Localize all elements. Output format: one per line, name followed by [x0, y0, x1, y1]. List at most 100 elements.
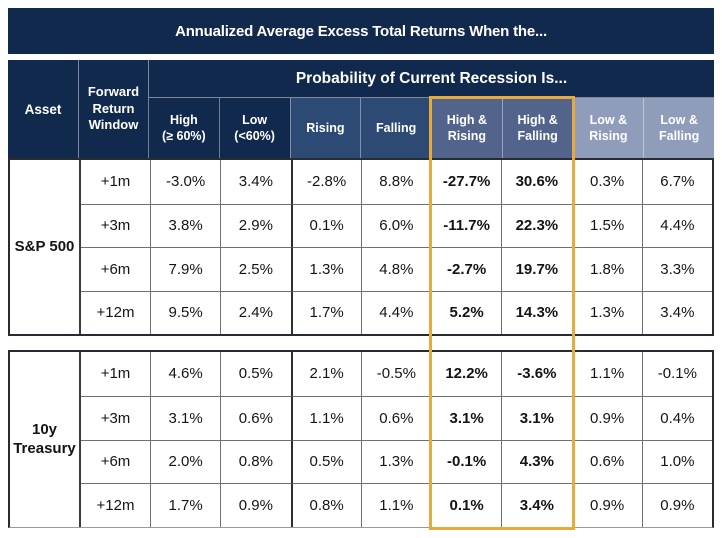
column-header-line2: Falling: [658, 129, 700, 143]
value-cell: 0.4%: [641, 395, 712, 440]
column-header-5: High & Falling: [501, 98, 573, 158]
value-cell: 1.1%: [360, 483, 431, 527]
table-block-10y-treasury: 10y Treasury +1m 4.6% 0.5% 2.1% -0.5% 12.2% -3.…: [8, 350, 714, 528]
value-cell: 3.1%: [431, 395, 502, 440]
value-cell: 1.1%: [571, 352, 642, 396]
value-cell: 0.6%: [571, 439, 642, 484]
asset-label: 10y Treasury: [10, 352, 81, 527]
value-cell: 19.7%: [501, 247, 572, 291]
column-header-line1: Rising: [306, 120, 345, 135]
row-header-window: +12m: [81, 290, 150, 335]
value-cell: 1.5%: [571, 203, 642, 247]
table-header: Asset Forward Return Window Probability …: [8, 60, 714, 158]
value-cell: 0.9%: [220, 483, 291, 527]
value-cell: 4.8%: [360, 247, 431, 291]
value-cell: 3.4%: [641, 290, 712, 334]
value-cell: 0.9%: [641, 483, 712, 527]
value-cell: -3.6%: [501, 352, 571, 396]
row-header-window: +6m: [81, 247, 150, 291]
value-cell: 1.8%: [571, 247, 642, 291]
value-cell: 3.3%: [641, 247, 712, 291]
value-cell: 2.0%: [150, 439, 221, 484]
value-cell: 1.1%: [290, 395, 361, 440]
column-header-3: Falling: [360, 98, 431, 158]
column-header-line1: High: [169, 112, 198, 127]
table-title: Annualized Average Excess Total Returns …: [8, 8, 714, 54]
value-cell: 0.1%: [290, 203, 361, 247]
value-cell: 6.7%: [641, 160, 712, 204]
value-cell: -2.8%: [290, 160, 361, 204]
column-header-line1: Low &: [589, 112, 628, 127]
value-cell: 0.5%: [220, 352, 290, 396]
value-cell: 2.1%: [290, 352, 361, 396]
row-header-window: +1m: [100, 173, 131, 191]
value-cell: -3.0%: [150, 160, 220, 204]
row-header-window: +3m: [81, 203, 150, 248]
value-cell: 0.6%: [360, 395, 431, 440]
value-cell: 1.0%: [641, 439, 712, 484]
value-cell: 4.4%: [360, 290, 431, 334]
column-header-forward-return-window: Forward Return Window: [87, 83, 140, 133]
value-cell: 2.4%: [220, 290, 291, 334]
value-cell: 7.9%: [150, 247, 221, 291]
column-header-line2: (<60%): [234, 129, 275, 143]
value-cell: 14.3%: [501, 290, 572, 334]
value-cell: 12.2%: [431, 352, 501, 396]
column-header-line2: Rising: [447, 129, 486, 143]
column-header-line1: Falling: [375, 120, 417, 135]
column-header-2: Rising: [289, 98, 361, 158]
row-header-window: +12m: [81, 483, 150, 527]
column-header-line1: High &: [517, 112, 558, 127]
row-header-window: +6m: [81, 439, 150, 484]
value-cell: 5.2%: [431, 290, 502, 334]
value-cell: 0.9%: [571, 483, 642, 527]
value-cell: -27.7%: [431, 160, 501, 204]
value-cell: 1.3%: [571, 290, 642, 334]
value-cell: 0.1%: [431, 483, 502, 527]
value-cell: 9.5%: [150, 290, 221, 334]
value-cell: 3.1%: [150, 395, 221, 440]
value-cell: 0.3%: [571, 160, 642, 204]
value-cell: 4.3%: [501, 439, 572, 484]
column-header-7: Low & Falling: [643, 98, 714, 158]
value-cell: 3.8%: [150, 203, 221, 247]
column-header-6: Low & Rising: [572, 98, 644, 158]
value-cell: 0.5%: [290, 439, 361, 484]
value-cell: 22.3%: [501, 203, 572, 247]
column-header-line1: Low &: [660, 112, 698, 127]
value-cell: 0.8%: [290, 483, 361, 527]
value-cell: 1.3%: [360, 439, 431, 484]
row-header-window: +1m: [100, 365, 131, 383]
value-cell: 3.1%: [501, 395, 572, 440]
column-header-1: Low (<60%): [218, 98, 290, 158]
value-cell: -11.7%: [431, 203, 502, 247]
value-cell: -0.1%: [641, 352, 712, 396]
value-cell: 6.0%: [360, 203, 431, 247]
value-cell: 2.5%: [220, 247, 291, 291]
asset-label: S&P 500: [10, 160, 81, 334]
value-cell: 3.4%: [501, 483, 572, 527]
value-cell: 3.4%: [220, 160, 290, 204]
table-block-sp500: S&P 500 +1m -3.0% 3.4% -2.8% 8.8% -27.7% 30.6% 0…: [8, 158, 714, 336]
row-header-window: +3m: [81, 395, 150, 440]
value-cell: 1.7%: [290, 290, 361, 334]
column-header-line2: Rising: [589, 129, 628, 143]
value-cell: -0.5%: [360, 352, 431, 396]
value-cell: 0.8%: [220, 439, 291, 484]
value-cell: 1.3%: [290, 247, 361, 291]
value-cell: 0.6%: [220, 395, 291, 440]
column-header-0: High (≥ 60%): [148, 98, 219, 158]
value-cell: 0.9%: [571, 395, 642, 440]
value-cell: -0.1%: [431, 439, 502, 484]
column-header-line2: Falling: [517, 129, 558, 143]
value-cell: 4.6%: [150, 352, 220, 396]
column-header-asset: Asset: [8, 60, 79, 158]
column-header-line1: Low: [242, 112, 268, 127]
column-header-line1: High &: [446, 112, 488, 127]
value-cell: -2.7%: [431, 247, 502, 291]
column-header-line2: (≥ 60%): [162, 129, 206, 143]
value-cell: 30.6%: [501, 160, 571, 204]
value-cell: 4.4%: [641, 203, 712, 247]
column-header-4: High & Rising: [431, 98, 502, 158]
